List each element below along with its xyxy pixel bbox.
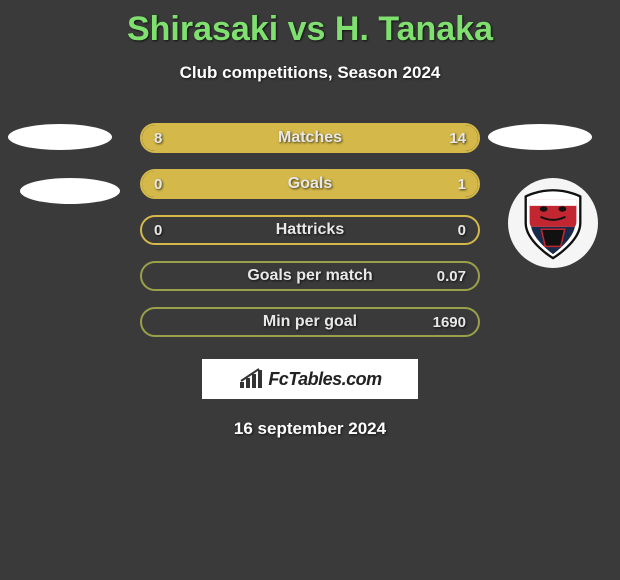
stat-row: Goals per match 0.07 [140, 261, 480, 291]
stat-label: Goals per match [247, 267, 372, 285]
subtitle: Club competitions, Season 2024 [0, 63, 620, 83]
stat-value-left: 0 [154, 222, 162, 239]
stat-row: 8 Matches 14 [140, 123, 480, 153]
team-badge-icon [508, 178, 598, 268]
stat-label: Goals [288, 175, 332, 193]
oval-deco [488, 124, 592, 150]
stat-label: Min per goal [263, 313, 357, 331]
stat-label: Matches [278, 129, 342, 147]
stat-value-left: 8 [154, 130, 162, 147]
page-title: Shirasaki vs H. Tanaka [0, 0, 620, 49]
stat-row: Min per goal 1690 [140, 307, 480, 337]
stat-row: 0 Hattricks 0 [140, 215, 480, 245]
stat-value-right: 0.07 [437, 268, 466, 285]
stat-value-right: 1690 [433, 314, 466, 331]
stat-value-right: 14 [449, 130, 466, 147]
stat-label: Hattricks [276, 221, 344, 239]
oval-deco [8, 124, 112, 150]
stat-value-right: 1 [458, 176, 466, 193]
stat-value-left: 0 [154, 176, 162, 193]
stat-row: 0 Goals 1 [140, 169, 480, 199]
stat-value-right: 0 [458, 222, 466, 239]
oval-deco [20, 178, 120, 204]
brand-box[interactable]: FcTables.com [202, 359, 418, 399]
date-line: 16 september 2024 [0, 419, 620, 439]
brand-bar-icon [238, 368, 264, 390]
brand-text: FcTables.com [268, 369, 381, 390]
